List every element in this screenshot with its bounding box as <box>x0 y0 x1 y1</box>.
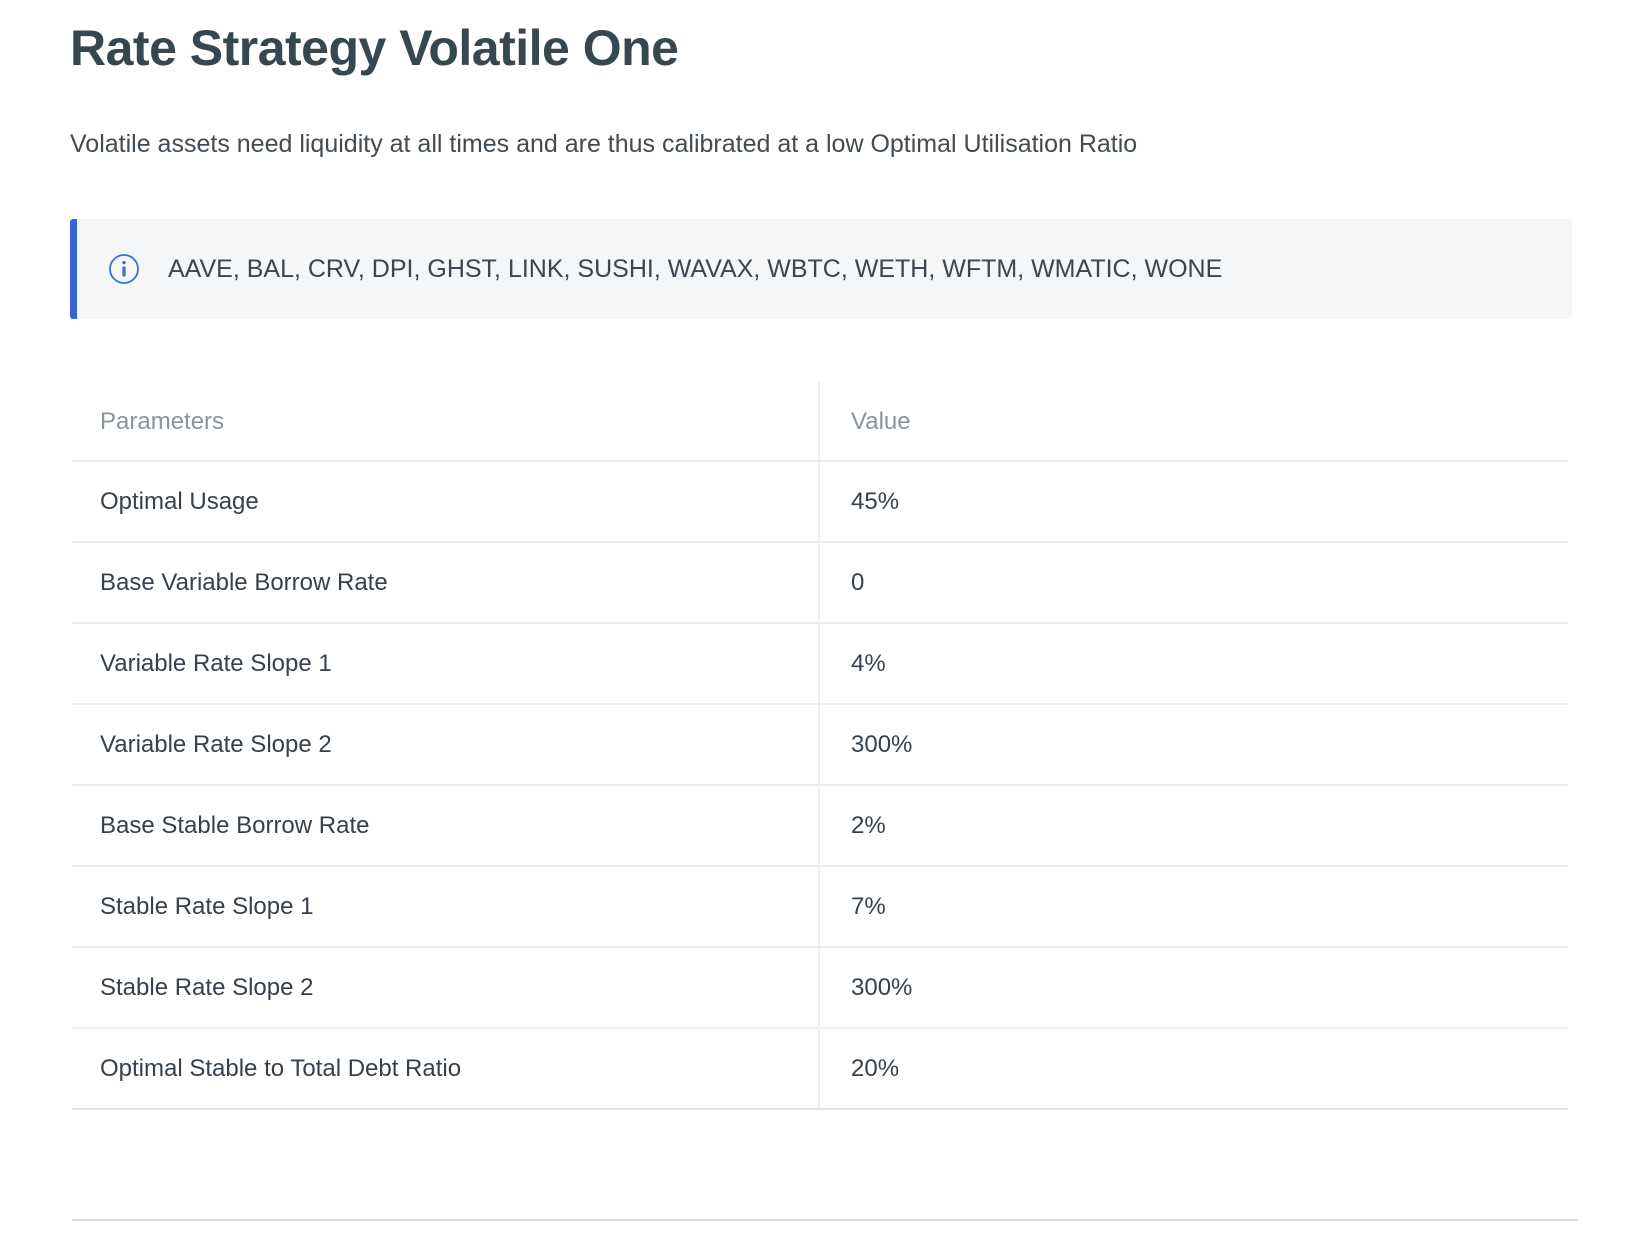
table-row: Variable Rate Slope 2 300% <box>72 704 1568 786</box>
parameter-value: 7% <box>818 866 1568 948</box>
parameter-value: 300% <box>818 704 1568 786</box>
parameter-name: Stable Rate Slope 1 <box>72 866 819 948</box>
parameter-value: 0 <box>818 542 1568 624</box>
parameter-value: 300% <box>818 947 1568 1029</box>
table-row: Stable Rate Slope 1 7% <box>72 866 1568 948</box>
parameter-name: Base Variable Borrow Rate <box>72 542 819 624</box>
table-row: Base Stable Borrow Rate 2% <box>72 785 1568 867</box>
parameter-name: Optimal Stable to Total Debt Ratio <box>72 1028 819 1110</box>
table-header-row: Parameters Value <box>72 382 1568 462</box>
column-header-value: Value <box>818 382 1568 462</box>
parameter-name: Stable Rate Slope 2 <box>72 947 819 1029</box>
page-title: Rate Strategy Volatile One <box>70 20 679 76</box>
parameter-value: 2% <box>818 785 1568 867</box>
parameter-value: 45% <box>818 461 1568 543</box>
parameter-name: Variable Rate Slope 2 <box>72 704 819 786</box>
parameter-value: 4% <box>818 623 1568 705</box>
table-row: Optimal Usage 45% <box>72 461 1568 543</box>
info-callout: AAVE, BAL, CRV, DPI, GHST, LINK, SUSHI, … <box>70 219 1572 319</box>
page-subtitle: Volatile assets need liquidity at all ti… <box>70 130 1138 158</box>
parameters-table: Parameters Value Optimal Usage 45% Base … <box>72 382 1568 1110</box>
parameter-name: Variable Rate Slope 1 <box>72 623 819 705</box>
parameter-name: Base Stable Borrow Rate <box>72 785 819 867</box>
info-circle-icon <box>109 254 139 284</box>
table-row: Variable Rate Slope 1 4% <box>72 623 1568 705</box>
column-header-parameters: Parameters <box>72 382 819 462</box>
table-row: Stable Rate Slope 2 300% <box>72 947 1568 1029</box>
table-row: Base Variable Borrow Rate 0 <box>72 542 1568 624</box>
info-callout-text: AAVE, BAL, CRV, DPI, GHST, LINK, SUSHI, … <box>168 254 1223 283</box>
section-divider <box>72 1219 1578 1221</box>
parameter-value: 20% <box>818 1028 1568 1110</box>
table-row: Optimal Stable to Total Debt Ratio 20% <box>72 1028 1568 1110</box>
parameter-name: Optimal Usage <box>72 461 819 543</box>
